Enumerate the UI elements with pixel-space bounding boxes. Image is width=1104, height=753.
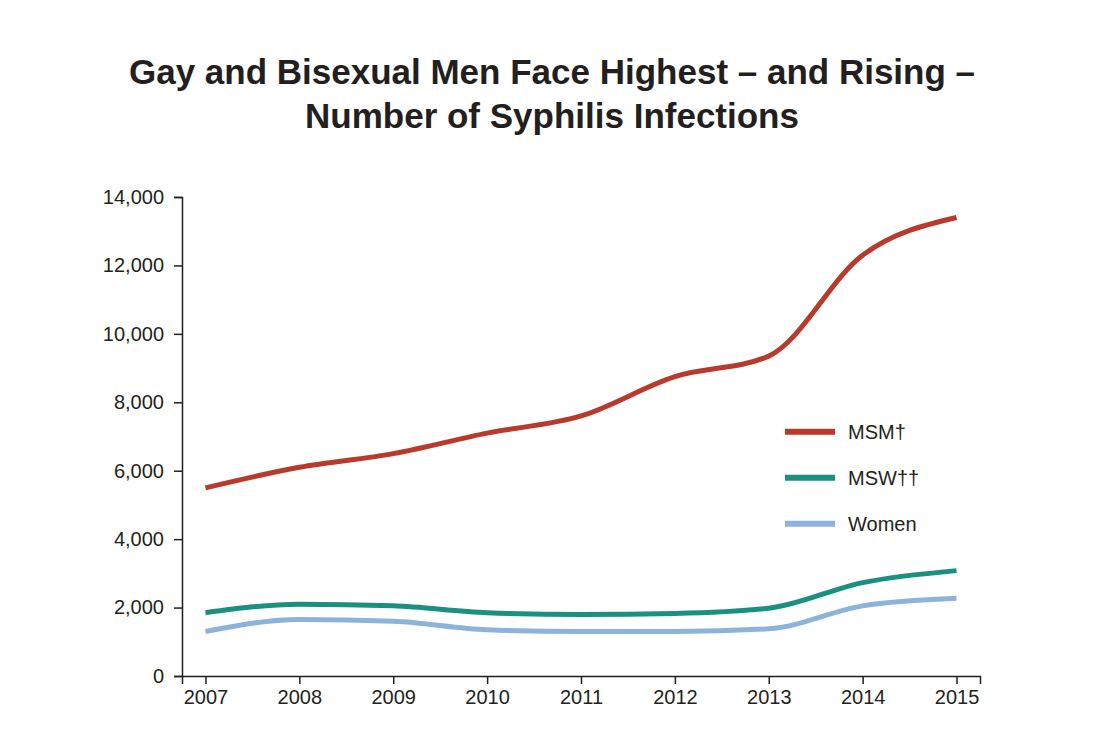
legend-item: MSW†† [785,467,919,489]
y-tick-label: 2,000 [114,596,164,618]
x-tick: 2010 [465,676,510,708]
x-tick-mark [205,676,207,684]
x-tick-label: 2008 [278,686,323,708]
x-tick-label: 2009 [371,686,416,708]
legend-label: MSW†† [848,467,919,489]
lines [205,218,956,632]
chart: Gay and Bisexual Men Face Highest – and … [0,0,1104,753]
y-axis-line [174,198,183,677]
y-tick-mark [174,470,182,472]
x-tick-mark [299,676,301,684]
y-tick-label: 0 [153,665,164,687]
y-tick: 14,000 [103,186,182,208]
y-tick: 12,000 [103,254,182,276]
x-tick-mark [675,676,677,684]
title: Gay and Bisexual Men Face Highest – and … [129,52,975,91]
y-tick-label: 14,000 [103,186,164,208]
y-tick: 2,000 [114,596,182,618]
x-tick-mark [769,676,771,684]
x-tick: 2008 [278,676,323,708]
x-tick-mark [487,676,489,684]
x-tick-mark [393,676,395,684]
y-tick-label: 6,000 [114,460,164,482]
x-tick: 2009 [371,676,416,708]
legend-swatch [785,429,835,435]
x-tick-label: 2013 [747,686,792,708]
x-tick-label: 2015 [935,686,980,708]
legend-item: MSM† [785,421,906,443]
y-tick-mark [174,607,182,609]
x-tick-mark [862,676,864,684]
y-tick-mark [174,402,182,404]
y-tick-label: 8,000 [114,391,164,413]
x-tick-label: 2012 [653,686,698,708]
y-tick-mark [174,539,182,541]
x-tick: 2012 [653,676,698,708]
x-axis-line [183,677,981,685]
legend-swatch [785,475,835,481]
legend-item: Women [785,513,917,535]
x-tick: 2007 [184,676,229,708]
legend-label: MSM† [848,421,906,443]
y-tick-label: 10,000 [103,323,164,345]
y-tick-label: 12,000 [103,254,164,276]
x-tick-mark [581,676,583,684]
legend-label: Women [848,513,917,535]
x-tick: 2014 [841,676,886,708]
series-line [205,218,956,488]
x-tick-label: 2007 [184,686,229,708]
x-tick-mark [956,676,958,684]
y-tick: 6,000 [114,460,182,482]
y-tick-label: 4,000 [114,528,164,550]
plot: 0 2,000 4,000 6,000 8,000 10,000 12,000 14,000 2… [103,186,981,708]
series-line [205,598,956,631]
x-tick-label: 2011 [560,686,603,708]
y-tick: 0 [153,665,182,687]
y-tick: 10,000 [103,323,182,345]
x-axis: 2007 2008 2009 2010 2011 2012 2013 2014 2015 [183,676,981,708]
legend: MSM† MSW†† Women [785,421,919,535]
y-tick-mark [174,676,182,678]
x-tick-label: 2010 [465,686,510,708]
x-tick: 2013 [747,676,792,708]
y-tick-mark [174,334,182,336]
y-tick-mark [174,265,182,267]
x-tick-label: 2014 [841,686,886,708]
title: Number of Syphilis Infections [305,96,799,135]
x-tick: 2011 [560,676,603,708]
y-tick-mark [174,197,182,199]
y-tick: 8,000 [114,391,182,413]
y-tick: 4,000 [114,528,182,550]
y-axis: 0 2,000 4,000 6,000 8,000 10,000 12,000 14,000 [103,186,183,687]
x-tick: 2015 [935,676,980,708]
legend-swatch [785,521,835,527]
